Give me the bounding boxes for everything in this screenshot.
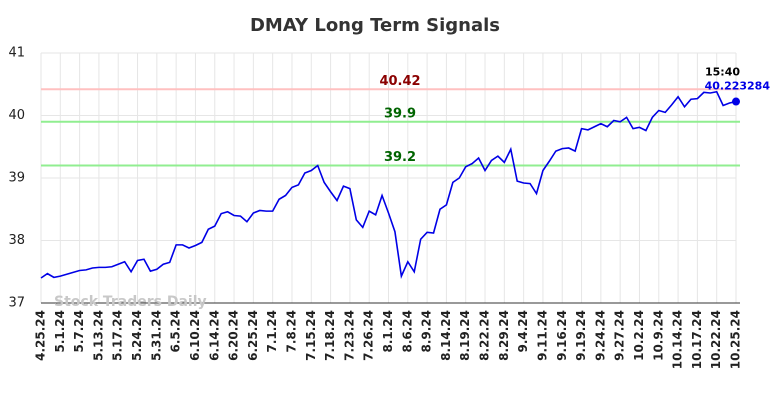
reference-label: 39.2: [384, 150, 416, 165]
y-tick-label: 39: [8, 171, 25, 186]
x-tick-label: 8.19.24: [458, 310, 472, 361]
x-tick-label: 5.13.24: [91, 310, 105, 361]
x-tick-label: 5.31.24: [149, 310, 163, 361]
x-tick-label: 6.20.24: [227, 310, 241, 361]
x-tick-label: 7.15.24: [304, 310, 318, 361]
x-tick-label: 8.14.24: [439, 310, 453, 361]
x-tick-label: 7.1.24: [265, 310, 279, 353]
reference-label: 39.9: [384, 106, 416, 121]
x-tick-label: 10.25.24: [729, 310, 743, 369]
x-tick-label: 5.1.24: [53, 310, 67, 353]
x-tick-label: 10.2.24: [632, 310, 646, 361]
x-tick-label: 7.26.24: [362, 310, 376, 361]
reference-label: 40.42: [379, 74, 420, 89]
x-tick-label: 5.24.24: [130, 310, 144, 361]
x-tick-label: 10.17.24: [690, 310, 704, 369]
x-tick-label: 9.19.24: [574, 310, 588, 361]
chart-title: DMAY Long Term Signals: [250, 15, 500, 36]
x-tick-label: 5.17.24: [111, 310, 125, 361]
x-tick-label: 6.10.24: [188, 310, 202, 361]
x-tick-label: 9.27.24: [613, 310, 627, 361]
watermark: Stock Traders Daily: [54, 294, 207, 310]
x-tick-label: 9.4.24: [516, 310, 530, 353]
y-tick-label: 37: [8, 296, 25, 311]
x-tick-label: 9.16.24: [555, 310, 569, 361]
x-tick-label: 7.8.24: [284, 310, 298, 353]
x-tick-label: 8.6.24: [400, 310, 414, 353]
last-value-label: 40.223284: [705, 80, 771, 93]
x-tick-label: 8.22.24: [478, 310, 492, 361]
line: [40, 90, 737, 279]
last-time-label: 15:40: [705, 66, 740, 79]
x-tick-label: 9.11.24: [535, 310, 549, 361]
y-tick-label: 38: [8, 233, 25, 248]
x-tick-label: 6.5.24: [169, 310, 183, 353]
x-tick-label: 10.14.24: [671, 310, 685, 369]
x-tick-label: 5.7.24: [72, 310, 86, 353]
x-tick-label: 7.23.24: [342, 310, 356, 361]
x-tick-label: 6.25.24: [246, 310, 260, 361]
x-tick-label: 6.14.24: [207, 310, 221, 361]
x-tick-label: 8.9.24: [420, 310, 434, 353]
last-point: [732, 97, 740, 106]
x-tick-label: 7.18.24: [323, 310, 337, 361]
x-tick-label: 8.1.24: [381, 310, 395, 353]
x-tick-label: 8.29.24: [497, 310, 511, 361]
x-tick-label: 4.25.24: [34, 310, 48, 361]
y-tick-label: 41: [8, 46, 25, 61]
x-tick-label: 9.24.24: [593, 310, 607, 361]
x-tick-label: 10.9.24: [651, 310, 665, 361]
y-tick-label: 40: [8, 108, 25, 123]
x-tick-label: 10.22.24: [709, 310, 723, 369]
